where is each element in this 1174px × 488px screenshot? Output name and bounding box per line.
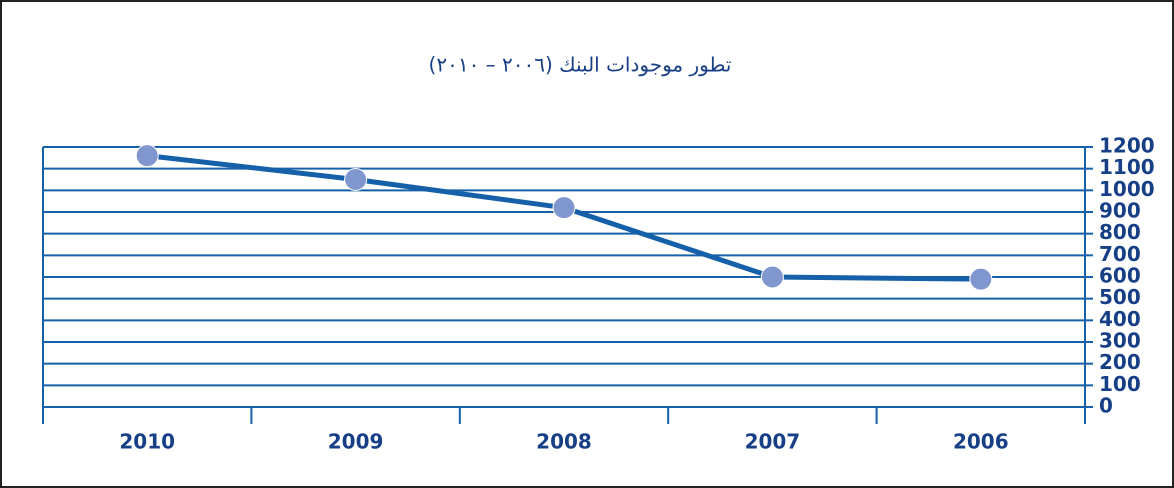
y-tick-label: 1200 — [1099, 134, 1155, 158]
x-tick-label: 2007 — [745, 430, 801, 454]
y-tick-label: 700 — [1099, 242, 1141, 266]
y-tick-label: 900 — [1099, 199, 1141, 223]
x-tick-label: 2009 — [328, 430, 384, 454]
y-tick-label: 1000 — [1099, 177, 1155, 201]
x-tick-label: 2008 — [536, 430, 592, 454]
y-tick-label: 800 — [1099, 220, 1141, 244]
y-tick-label: 200 — [1099, 350, 1141, 374]
y-tick-label: 1100 — [1099, 155, 1155, 179]
y-tick-label: 100 — [1099, 372, 1141, 396]
x-tick-label: 2010 — [119, 430, 175, 454]
y-tick-label: 500 — [1099, 285, 1141, 309]
x-tick-label: 2006 — [953, 430, 1009, 454]
marker — [135, 144, 159, 168]
y-tick-label: 600 — [1099, 264, 1141, 288]
marker — [344, 168, 368, 191]
marker — [760, 265, 784, 289]
marker — [552, 196, 576, 220]
marker — [969, 267, 993, 291]
y-tick-label: 0 — [1099, 394, 1113, 418]
y-tick-label: 400 — [1099, 307, 1141, 331]
chart-title: تطور موجودات البنك (٢٠٠٦ – ٢٠١٠) — [429, 53, 732, 77]
y-tick-label: 300 — [1099, 329, 1141, 353]
